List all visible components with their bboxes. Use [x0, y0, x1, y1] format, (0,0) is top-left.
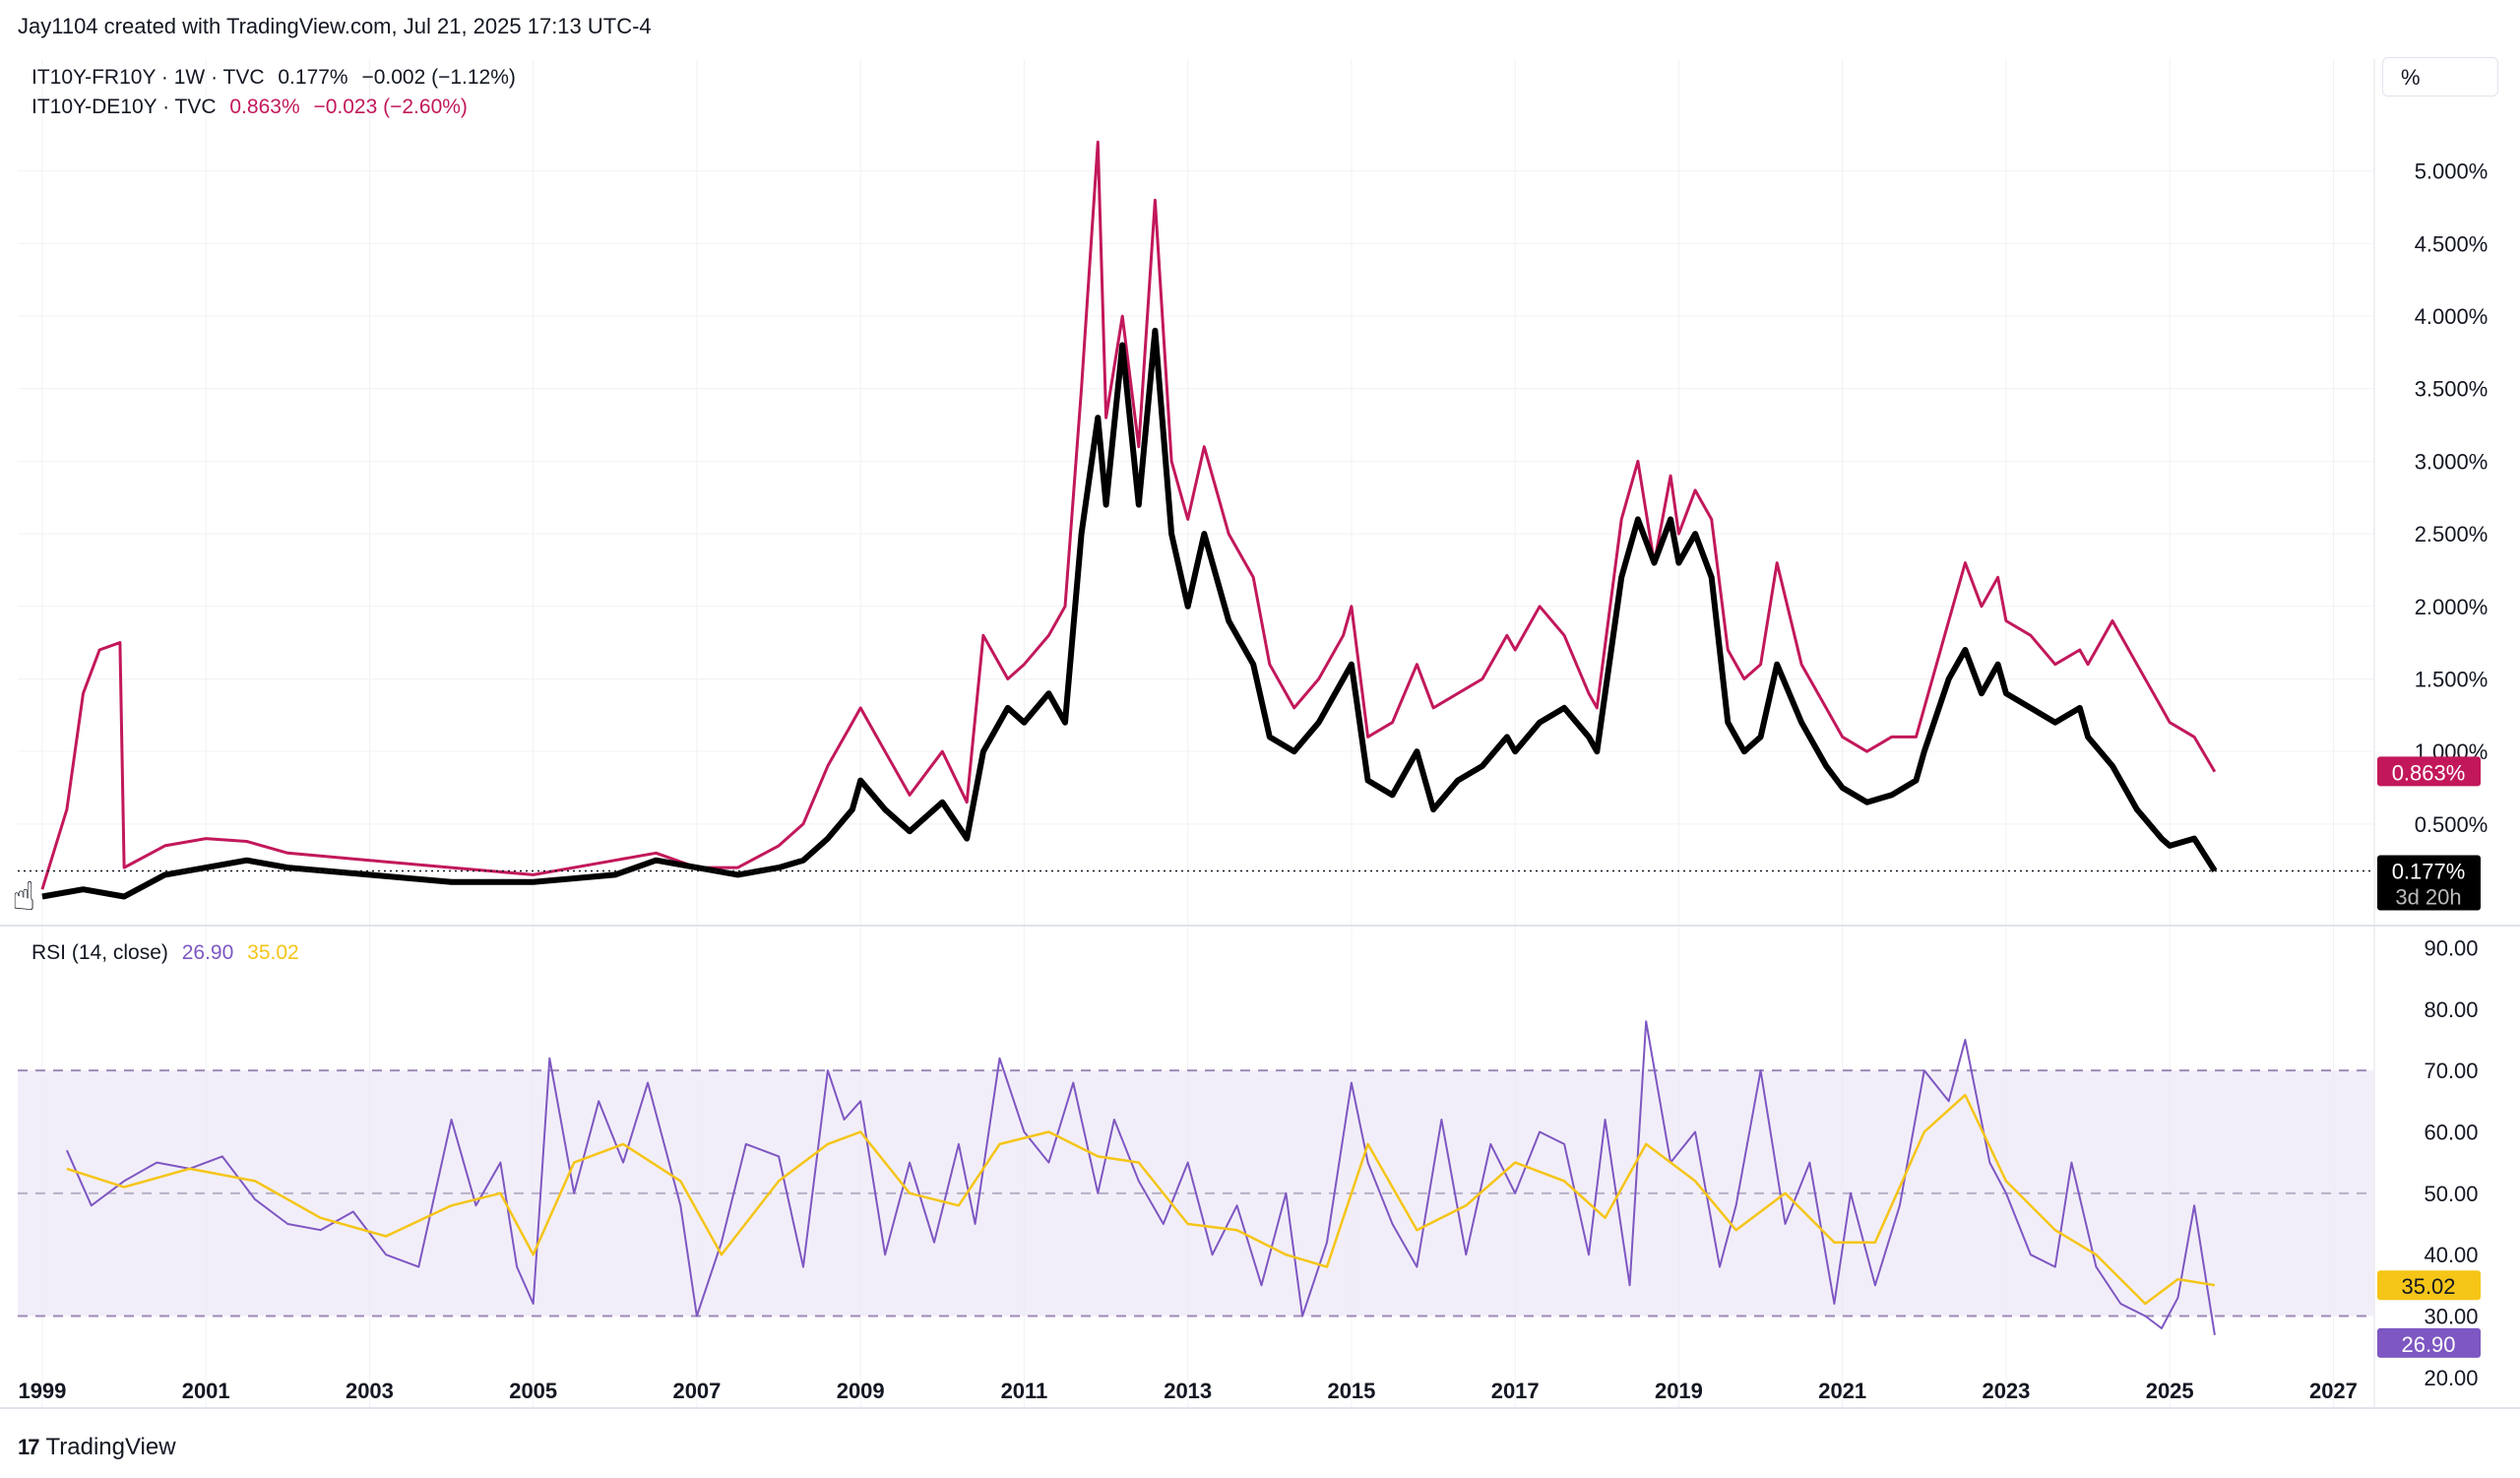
- rsi-legend[interactable]: RSI (14, close) 26.90 35.02: [32, 941, 299, 965]
- price-tick-label: 5.000%: [2415, 160, 2488, 184]
- rsi-tick-label: 50.00: [2424, 1182, 2478, 1206]
- last-value-rsi: 26.90: [2377, 1327, 2481, 1358]
- time-tick-label: 2007: [672, 1379, 721, 1403]
- last-value-rsi-bg: [2377, 1327, 2481, 1358]
- legend-series-value: 0.863%: [229, 96, 300, 118]
- time-tick-label: 2017: [1491, 1379, 1540, 1403]
- chart-header: Jay1104 created with TradingView.com, Ju…: [18, 14, 652, 38]
- legend-series-value: 0.177%: [278, 66, 348, 89]
- last-value-it10y-fr10y-text: 0.177%: [2392, 859, 2466, 883]
- time-tick-label: 2015: [1327, 1379, 1375, 1403]
- rsi-tick-label: 30.00: [2424, 1304, 2478, 1328]
- rsi-tick-label: 70.00: [2424, 1059, 2478, 1083]
- rsi-ma-legend-value: 35.02: [247, 941, 299, 964]
- rsi-line: [65, 1020, 2216, 1335]
- last-value-it10y-fr10y: 0.177%3d 20h: [2377, 855, 2481, 911]
- rsi-series: [65, 1020, 2216, 1335]
- price-tick-label: 0.500%: [2415, 812, 2488, 837]
- price-tick-label: 2.500%: [2415, 522, 2488, 546]
- legend-row-it10y-fr10y[interactable]: IT10Y-FR10Y · 1W · TVC 0.177% −0.002 (−1…: [32, 63, 524, 93]
- rsi-tick-label: 90.00: [2424, 935, 2478, 960]
- rsi-tick-label: 40.00: [2424, 1243, 2478, 1267]
- rsi-legend-value: 26.90: [181, 941, 234, 964]
- last-value-it10y-de10y: 0.863%: [2377, 756, 2481, 787]
- last-value-it10y-fr10y-bg: [2377, 855, 2481, 911]
- legend-row-it10y-de10y[interactable]: IT10Y-DE10Y · TVC 0.863% −0.023 (−2.60%): [32, 93, 524, 122]
- price-tick-label: 2.000%: [2415, 595, 2488, 619]
- rsi-tick-label: 20.00: [2424, 1366, 2478, 1390]
- last-value-it10y-de10y-text: 0.863%: [2392, 760, 2466, 785]
- brand-name: TradingView: [45, 1434, 176, 1460]
- last-value-rsi-text: 26.90: [2401, 1332, 2455, 1357]
- time-tick-label: 2027: [2309, 1379, 2358, 1403]
- legend-series-change: −0.002 (−1.12%): [361, 66, 516, 89]
- tradingview-logo-icon: 17: [18, 1435, 40, 1459]
- scale-unit-button[interactable]: %: [2382, 57, 2498, 96]
- legend-series-name: IT10Y-FR10Y · 1W · TVC: [32, 66, 265, 89]
- time-tick-label: 1999: [18, 1379, 66, 1403]
- price-tick-label: 4.500%: [2415, 231, 2488, 256]
- last-value-it10y-fr10y-text: 3d 20h: [2395, 884, 2461, 909]
- time-axis[interactable]: 1999 2001 2003 2005 2007 2009 2011 2013 2015 2017…: [18, 1379, 2357, 1403]
- last-value-rsi-ma: 35.02: [2377, 1270, 2481, 1301]
- time-tick-label: 2013: [1164, 1379, 1212, 1403]
- tradingview-brand: 17 TradingView: [18, 1434, 176, 1461]
- series-line-it10y-de10y: [40, 140, 2217, 890]
- time-tick-label: 2001: [182, 1379, 230, 1403]
- time-tick-label: 2019: [1655, 1379, 1703, 1403]
- time-tick-label: 2009: [837, 1379, 885, 1403]
- rsi-tick-label: 80.00: [2424, 997, 2478, 1022]
- price-axis[interactable]: 5.000% 4.500% 4.000% 3.500% 3.000% 2.500% 2.00…: [2415, 160, 2488, 837]
- last-value-rsi-ma-bg: [2377, 1270, 2481, 1301]
- time-tick-label: 2011: [1001, 1379, 1048, 1403]
- time-tick-label: 2023: [1982, 1379, 2030, 1403]
- rsi-legend-name: RSI (14, close): [32, 941, 168, 964]
- last-value-rsi-ma-text: 35.02: [2401, 1274, 2455, 1299]
- price-legend[interactable]: IT10Y-FR10Y · 1W · TVC 0.177% −0.002 (−1…: [32, 63, 524, 122]
- series-line-it10y-fr10y: [41, 327, 2218, 900]
- rsi-axis[interactable]: 90.00 80.00 70.00 60.00 50.00 40.00 30.00 20.00: [2424, 935, 2478, 1389]
- rsi-tick-label: 60.00: [2424, 1120, 2478, 1144]
- last-value-labels: 0.863% 0.177%3d 20h 35.02 26.90: [2377, 756, 2481, 1358]
- time-tick-label: 2005: [509, 1379, 557, 1403]
- price-series: [18, 140, 2374, 900]
- last-value-it10y-de10y-bg: [2377, 756, 2481, 787]
- rsi-ma-line: [66, 1093, 2216, 1306]
- replay-hand-icon[interactable]: ☝: [12, 875, 36, 919]
- price-tick-label: 3.000%: [2415, 449, 2488, 474]
- price-tick-label: 4.000%: [2415, 304, 2488, 329]
- legend-series-change: −0.023 (−2.60%): [313, 96, 468, 118]
- time-tick-label: 2021: [1818, 1379, 1866, 1403]
- legend-series-name: IT10Y-DE10Y · TVC: [32, 96, 217, 118]
- time-tick-label: 2003: [346, 1379, 394, 1403]
- price-tick-label: 3.500%: [2415, 377, 2488, 402]
- time-tick-label: 2025: [2146, 1379, 2194, 1403]
- price-tick-label: 1.500%: [2415, 667, 2488, 691]
